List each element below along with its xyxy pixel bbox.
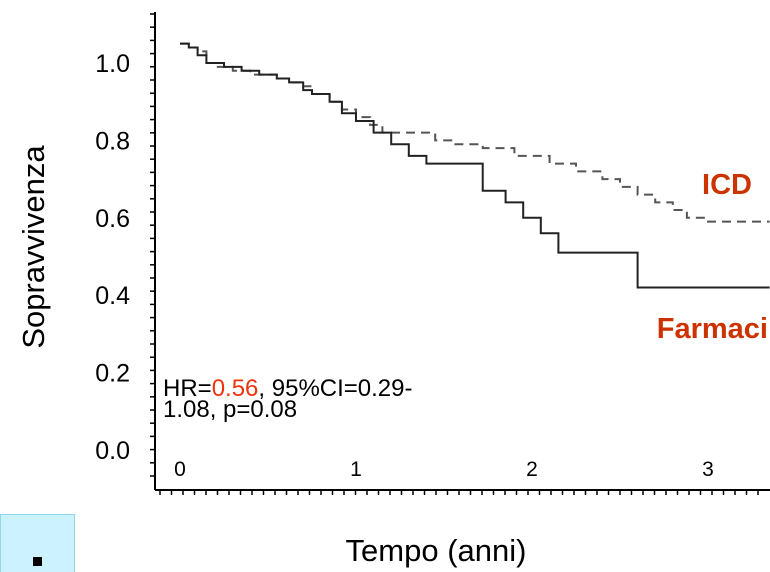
x-tick-label: 0 bbox=[174, 458, 186, 481]
x-axis-minor-ticks bbox=[159, 490, 759, 495]
x-tick-labels: 0 1 2 3 bbox=[174, 458, 714, 481]
series-line-farmaci bbox=[180, 42, 770, 289]
hr-ci: , 95%CI=0.29- bbox=[258, 375, 412, 402]
y-tick-label: 0.6 bbox=[95, 205, 130, 233]
hr-annotation-line1: HR=0.56, 95%CI=0.29- bbox=[163, 375, 413, 402]
y-tick-label: 1.0 bbox=[95, 50, 130, 78]
series-line-icd bbox=[180, 42, 770, 223]
corner-dot bbox=[33, 557, 42, 566]
chart-axes bbox=[150, 12, 770, 495]
y-axis-minor-ticks bbox=[150, 13, 155, 477]
hr-prefix: HR= bbox=[163, 375, 212, 402]
y-tick-labels: 0.0 0.2 0.4 0.6 0.8 1.0 bbox=[95, 50, 130, 465]
y-tick-label: 0.8 bbox=[95, 127, 130, 155]
series-label-icd: ICD bbox=[702, 169, 752, 201]
y-tick-label: 0.2 bbox=[95, 360, 130, 388]
x-tick-label: 1 bbox=[350, 458, 362, 481]
y-tick-label: 0.0 bbox=[95, 437, 130, 465]
hr-value: 0.56 bbox=[212, 375, 259, 402]
corner-slide-box bbox=[0, 514, 75, 572]
series-lines bbox=[180, 42, 770, 289]
x-axis-label: Tempo (anni) bbox=[346, 533, 527, 568]
hr-annotation-line2: 1.08, p=0.08 bbox=[163, 396, 297, 423]
y-axis-label: Sopravvivenza bbox=[16, 145, 51, 349]
series-label-farmaci: Farmaci bbox=[657, 313, 768, 345]
y-tick-label: 0.4 bbox=[95, 282, 130, 310]
x-tick-label: 2 bbox=[526, 458, 538, 481]
x-tick-label: 3 bbox=[702, 458, 714, 481]
